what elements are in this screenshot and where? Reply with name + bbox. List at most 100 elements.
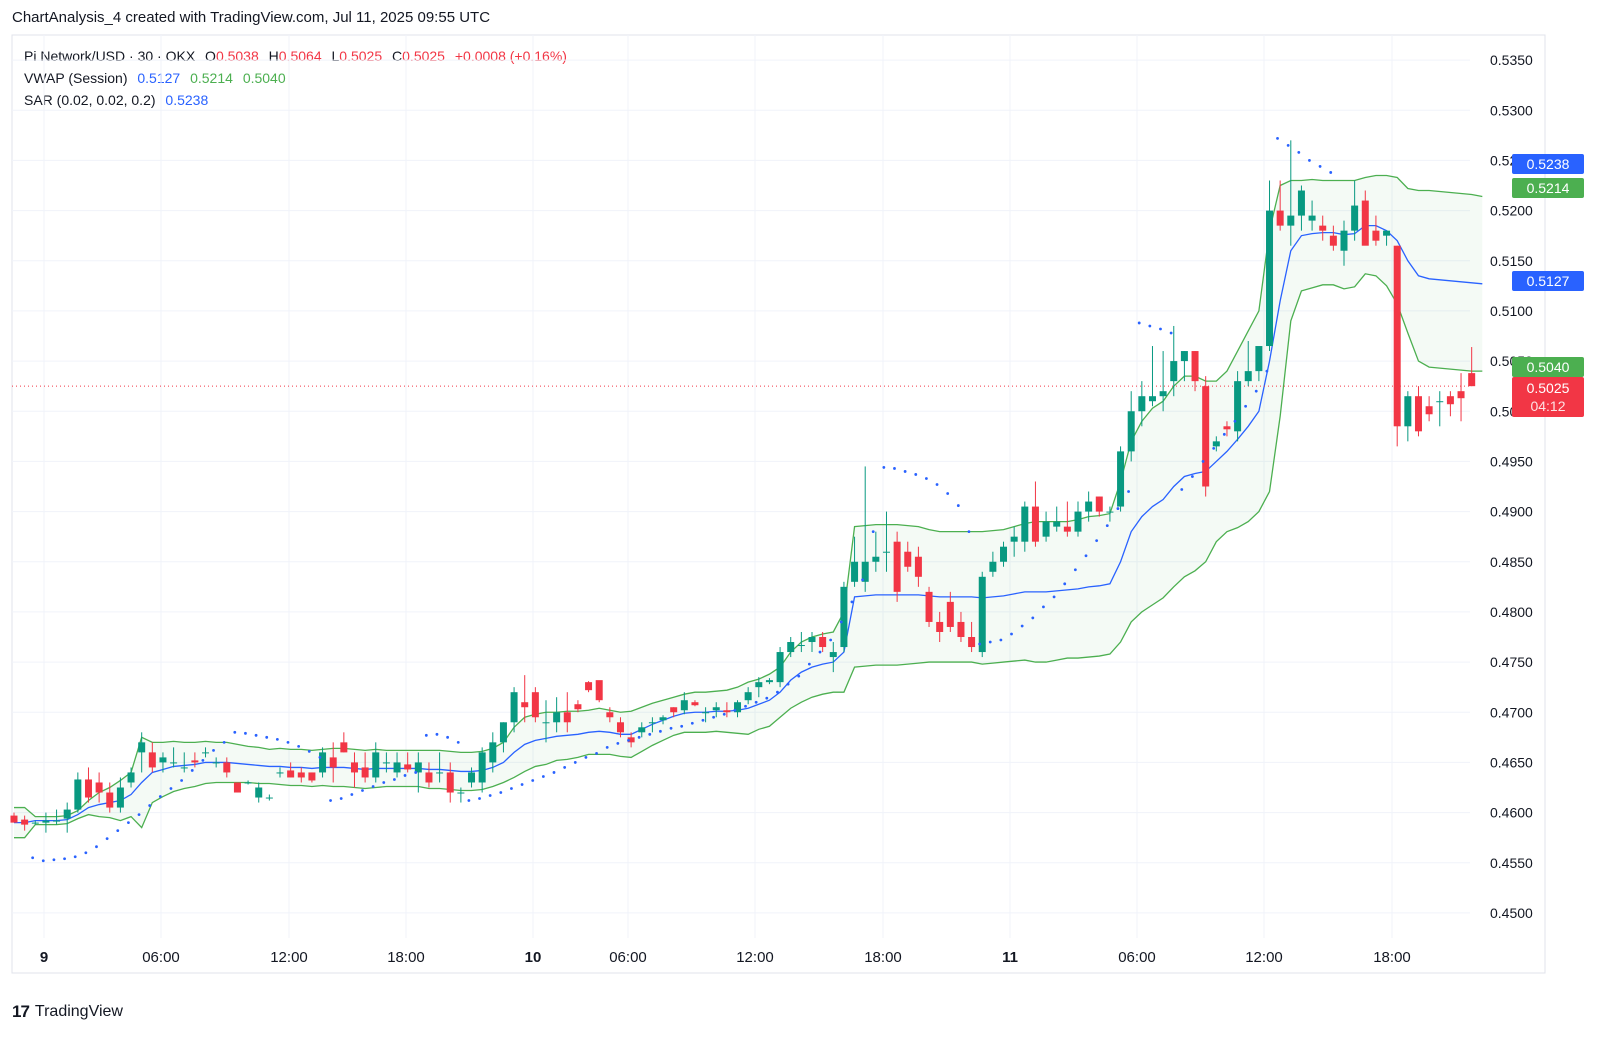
legend-vwap-lower: 0.5040	[242, 70, 286, 86]
sar-dot	[861, 578, 864, 582]
candle-body	[808, 637, 816, 643]
candle-body	[74, 779, 82, 810]
candle-body	[1085, 501, 1093, 512]
candle-body	[1063, 526, 1071, 532]
sar-dot	[244, 731, 247, 735]
candle-body	[723, 710, 731, 713]
x-tick-label: 12:00	[270, 949, 308, 966]
candle-body	[1266, 210, 1274, 347]
sar-dot	[807, 662, 811, 666]
candle-body	[627, 737, 635, 743]
sar-dot	[1233, 419, 1237, 423]
legend-vwap-row[interactable]: VWAP (Session) 0.5127 0.5214 0.5040	[24, 67, 569, 89]
sar-dot	[1212, 446, 1216, 450]
y-tick-label: 0.5150	[1490, 253, 1533, 269]
sar-dot	[73, 855, 77, 859]
candle-body	[1287, 215, 1295, 226]
sar-dot	[893, 467, 896, 470]
sar-dot	[1329, 171, 1333, 174]
sar-dot	[371, 785, 375, 788]
candle-body	[1202, 386, 1210, 487]
sar-dot	[1116, 507, 1120, 510]
sar-dot	[1010, 632, 1013, 636]
candle-body	[499, 722, 507, 743]
sar-dot	[201, 759, 205, 762]
candle-body	[350, 762, 358, 773]
candle-body	[574, 704, 582, 710]
candle-body	[1138, 396, 1146, 412]
candle-body	[893, 541, 901, 592]
sar-dot	[935, 483, 939, 486]
y-tick-label: 0.4550	[1490, 855, 1533, 871]
sar-dot	[446, 735, 449, 739]
candle-body	[1031, 506, 1039, 542]
candle-body	[1234, 381, 1242, 432]
x-tick-label: 06:00	[142, 949, 180, 966]
sar-dot	[435, 732, 439, 736]
candle-body	[265, 797, 273, 799]
sar-dot	[190, 769, 194, 772]
sar-dot	[903, 470, 907, 473]
candle-body	[202, 752, 210, 754]
sar-dot	[1318, 165, 1322, 168]
candle-body	[1414, 396, 1422, 432]
sar-dot	[744, 704, 747, 708]
candle-body	[755, 682, 763, 688]
candle-body	[616, 722, 624, 733]
sar-dot	[116, 829, 120, 833]
x-tick-label: 18:00	[1373, 949, 1411, 966]
candle-body	[1127, 411, 1135, 452]
candle-body	[1180, 351, 1188, 362]
sar-dot	[1073, 568, 1077, 572]
sar-dot	[627, 738, 630, 742]
last-price-tag: 0.5025 04:12	[1512, 377, 1584, 417]
candle-body	[297, 772, 305, 778]
x-tick-label: 18:00	[387, 949, 425, 966]
candle-body	[319, 752, 327, 773]
sar-dot	[158, 795, 162, 798]
sar-dot	[31, 856, 35, 860]
sar-dot	[946, 492, 950, 495]
candle-body	[457, 792, 465, 794]
legend-sar-row[interactable]: SAR (0.02, 0.02, 0.2) 0.5238	[24, 89, 569, 111]
candle-body	[1383, 230, 1391, 236]
candle-body	[468, 772, 476, 783]
candle-body	[106, 792, 114, 808]
candle-body	[308, 772, 316, 781]
candle-body	[372, 752, 380, 778]
sar-dot	[648, 732, 652, 736]
candle-body	[765, 680, 773, 683]
candle-body	[255, 787, 263, 798]
candle-body	[95, 782, 103, 793]
legend-sar-label: SAR (0.02, 0.02, 0.2)	[24, 92, 156, 108]
sar-dot	[1020, 624, 1024, 628]
y-tick-label: 0.4700	[1490, 704, 1533, 720]
candle-body	[680, 700, 688, 711]
sar-dot	[850, 600, 854, 604]
sar-dot	[1127, 490, 1130, 493]
sar-dot	[988, 640, 992, 644]
sar-dot	[690, 721, 694, 725]
candle-body	[1255, 346, 1263, 372]
tradingview-branding[interactable]: 17 TradingView	[12, 1002, 123, 1022]
sar-dot	[925, 477, 928, 480]
candle-body	[957, 621, 965, 637]
candle-body	[819, 637, 827, 648]
sar-dot	[573, 761, 577, 764]
candle-body	[851, 561, 859, 582]
sar-dot	[233, 730, 237, 734]
y-tick-label: 0.5100	[1490, 303, 1533, 319]
sar-dot	[1148, 324, 1152, 328]
candle-body	[1361, 200, 1369, 246]
candle-body	[127, 772, 135, 783]
sar-dot	[1063, 582, 1067, 586]
candle-body	[1244, 371, 1252, 382]
x-tick-label: 18:00	[864, 949, 902, 966]
candle-body	[659, 717, 667, 721]
sar-dot	[1254, 389, 1258, 393]
candle-body	[1446, 396, 1454, 405]
sar-dot	[701, 718, 705, 722]
candle-body	[223, 762, 231, 773]
candle-body	[63, 809, 71, 819]
